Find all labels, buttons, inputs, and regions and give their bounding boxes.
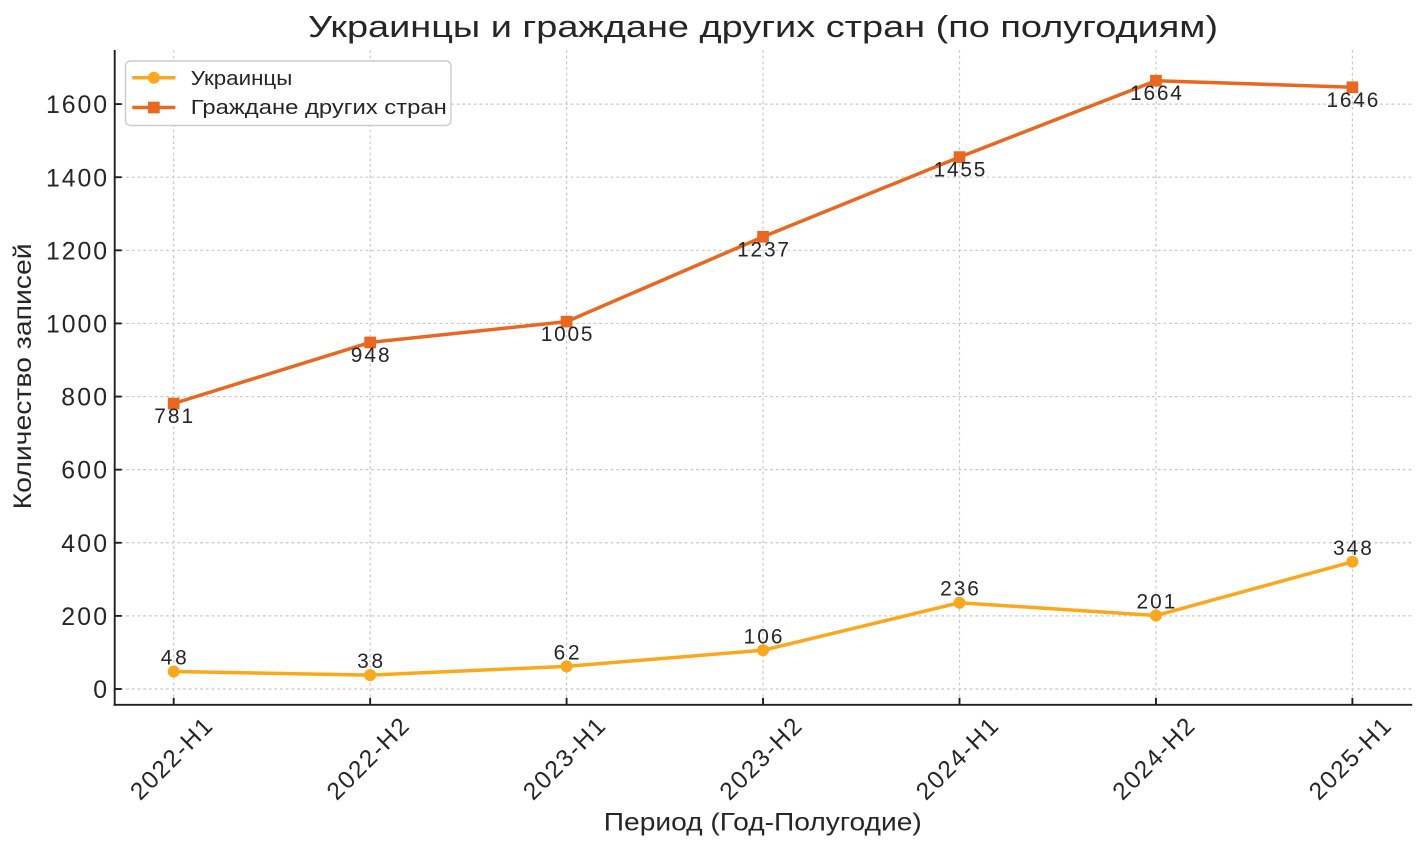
svg-text:1600: 1600 xyxy=(46,92,107,119)
svg-text:1664: 1664 xyxy=(1130,82,1182,105)
svg-text:400: 400 xyxy=(61,531,107,558)
svg-text:200: 200 xyxy=(61,604,107,631)
svg-text:Украинцы: Украинцы xyxy=(191,68,292,90)
svg-text:800: 800 xyxy=(61,385,107,412)
svg-text:1237: 1237 xyxy=(737,238,789,261)
svg-text:781: 781 xyxy=(154,405,193,428)
svg-text:201: 201 xyxy=(1137,591,1176,614)
svg-text:1005: 1005 xyxy=(541,323,593,346)
svg-text:Украинцы и граждане других стр: Украинцы и граждане других стран (по пол… xyxy=(308,11,1218,44)
svg-text:948: 948 xyxy=(351,344,390,367)
svg-text:Граждане других стран: Граждане других стран xyxy=(191,97,447,119)
svg-text:0: 0 xyxy=(93,677,107,704)
svg-text:1400: 1400 xyxy=(46,165,107,192)
svg-text:1200: 1200 xyxy=(46,238,107,265)
svg-text:106: 106 xyxy=(744,625,783,648)
svg-text:348: 348 xyxy=(1333,537,1372,560)
svg-text:1455: 1455 xyxy=(934,159,986,182)
svg-text:236: 236 xyxy=(940,578,979,601)
svg-text:1646: 1646 xyxy=(1327,89,1379,112)
svg-text:Количество записей: Количество записей xyxy=(10,243,37,509)
svg-text:Период (Год-Полугодие): Период (Год-Полугодие) xyxy=(604,810,922,837)
svg-text:1000: 1000 xyxy=(46,311,107,338)
svg-text:600: 600 xyxy=(61,458,107,485)
